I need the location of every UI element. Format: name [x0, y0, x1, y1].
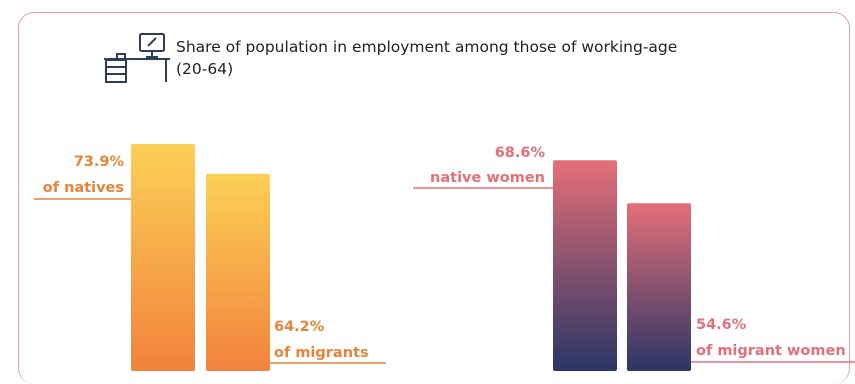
bar-migrants: [206, 173, 270, 371]
bar-migrant-women: [627, 203, 691, 371]
chart-title-line-1: Share of population in employment among …: [176, 38, 678, 56]
data-label-value: 54.6%: [696, 317, 747, 333]
data-label-text: of migrants: [274, 345, 369, 361]
data-label-text: of migrant women: [696, 343, 846, 359]
data-label-text: of natives: [43, 180, 124, 196]
chart-title: Share of population in employment among …: [176, 36, 816, 80]
desk-computer-icon: [104, 33, 170, 83]
data-label-text: native women: [430, 170, 545, 186]
data-label-value: 73.9%: [74, 154, 125, 170]
bar-natives: [131, 144, 195, 371]
data-label-value: 64.2%: [274, 319, 325, 335]
bar-native-women: [553, 160, 617, 371]
chart-title-line-2: (20-64): [176, 60, 234, 78]
data-label-value: 68.6%: [495, 145, 546, 161]
chart-header: Share of population in employment among …: [100, 30, 820, 90]
